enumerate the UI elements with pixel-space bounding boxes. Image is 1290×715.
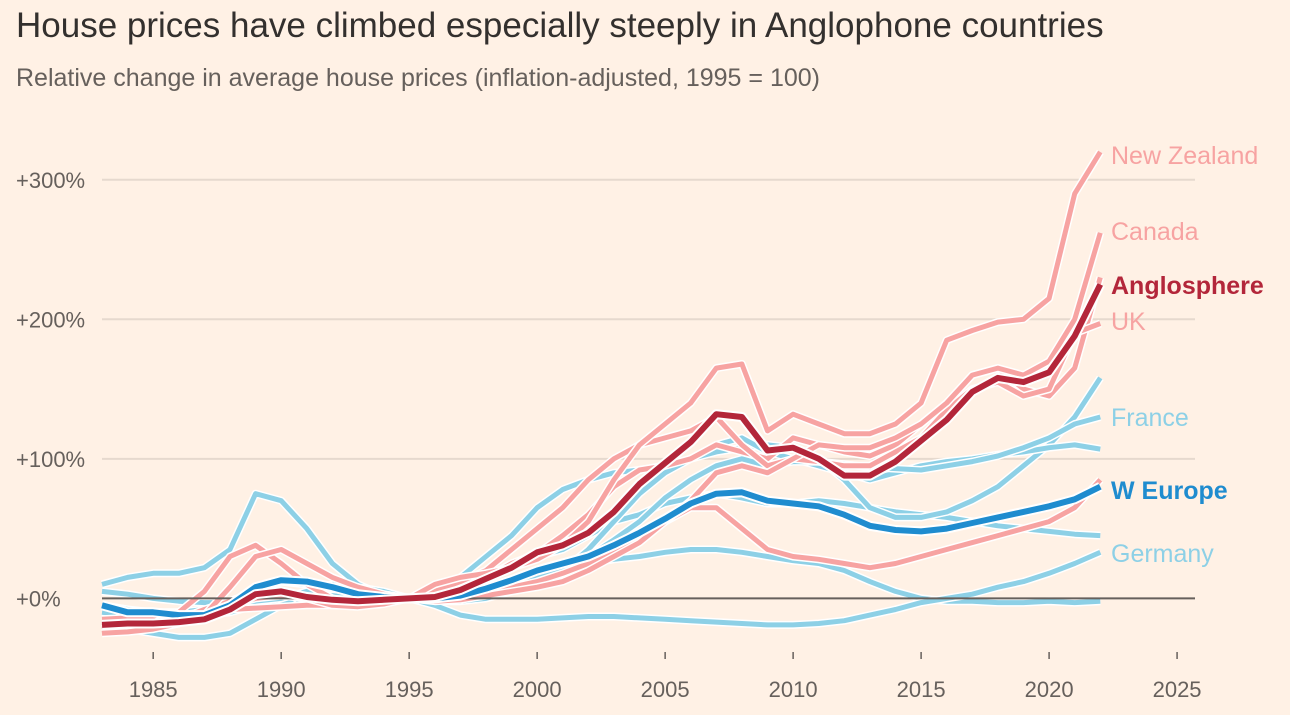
series-line-anglosphere [101,283,1103,628]
x-tick-label: 1995 [385,677,434,702]
chart-title: House prices have climbed especially ste… [16,6,1104,45]
series-label-uk: UK [1111,308,1146,336]
series-label-new-zealand: New Zealand [1111,142,1258,170]
series-label-germany: Germany [1111,540,1214,568]
y-tick-label: +300% [16,168,85,193]
y-tick-label: +200% [16,307,85,332]
series-line-series-7 [101,276,1103,629]
chart-subtitle: Relative change in average house prices … [16,64,820,92]
series-label-france: France [1111,404,1189,432]
x-tick-label: 2020 [1025,677,1074,702]
x-tick-label: 2015 [897,677,946,702]
series-label-canada: Canada [1111,218,1199,246]
x-tick-label: 2010 [769,677,818,702]
x-tick-label: 2025 [1153,677,1202,702]
y-tick-label: +0% [16,586,61,611]
series-outline-canada [101,231,1105,634]
series-outline-series-7 [101,276,1105,631]
x-tick-label: 1990 [257,677,306,702]
y-tick-label: +100% [16,447,85,472]
series-line-w-europe [101,484,1102,619]
series-label-anglosphere: Anglosphere [1111,272,1264,300]
series-label-w-europe: W Europe [1111,477,1228,505]
x-tick-label: 2000 [513,677,562,702]
x-tick-label: 1985 [129,677,178,702]
series-line-series-6 [101,478,1103,622]
series-line-new-zealand [101,150,1103,636]
series-line-canada [101,232,1103,632]
x-tick-label: 2005 [641,677,690,702]
